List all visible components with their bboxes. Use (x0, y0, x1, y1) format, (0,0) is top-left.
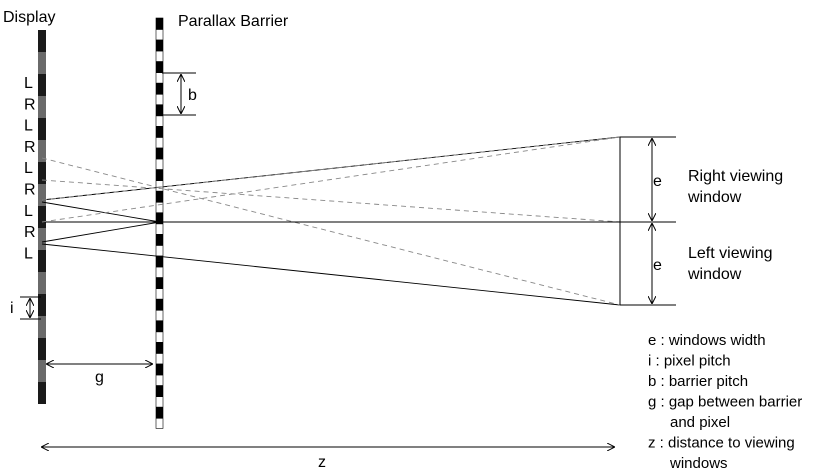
display-pixel (38, 184, 46, 206)
display-label: Display (3, 9, 55, 26)
display-pixel (38, 30, 46, 52)
display-pixel (38, 206, 46, 228)
display-pixel (38, 162, 46, 184)
e-top-label: e (653, 173, 662, 190)
barrier-slit-block (156, 104, 163, 117)
pixel-label: R (24, 182, 36, 199)
barrier-slit-block (156, 255, 163, 268)
barrier-slit-block (156, 147, 163, 160)
barrier-pitch-dimension (162, 72, 196, 116)
display-pixel (38, 52, 46, 74)
viewing-windows (160, 136, 676, 306)
barrier-slit-block (156, 363, 163, 376)
barrier-slit-block (156, 298, 163, 311)
legend-entry: b : barrier pitch (648, 373, 748, 390)
pixel-label: L (24, 245, 33, 262)
legend-entry: z : distance to viewing (648, 435, 795, 452)
pixel-label: L (24, 118, 33, 135)
pixel-label: L (24, 75, 33, 92)
legend-entry-continuation: and pixel (670, 414, 730, 431)
ray-solid-2 (41, 243, 621, 306)
left-window-label-line2: window (687, 266, 742, 283)
barrier-slit-block (156, 61, 163, 73)
barrier-slit-block (156, 277, 163, 289)
pixel-label: L (24, 160, 33, 177)
parallax-barrier-column (155, 17, 164, 429)
legend: e : windows width i : pixel pitch b : barr… (648, 332, 802, 472)
barrier-slit-block (156, 385, 163, 397)
i-label: i (10, 300, 14, 317)
display-pixel (38, 140, 46, 162)
barrier-slit-block (156, 342, 163, 354)
pixel-pitch-dimension (20, 296, 41, 320)
g-label: g (95, 369, 104, 386)
barrier-label: Parallax Barrier (178, 13, 289, 30)
pixel-label: R (24, 96, 36, 113)
right-window-label-line1: Right viewing (688, 168, 783, 185)
z-label: z (318, 454, 326, 471)
b-label: b (188, 87, 197, 104)
barrier-slit-block (156, 320, 163, 333)
ray-dashed-1 (41, 157, 621, 306)
display-pixel (38, 316, 46, 338)
display-pixel (38, 96, 46, 118)
barrier-slit-block (156, 18, 163, 30)
left-window-label-line1: Left viewing (688, 245, 773, 262)
ray-solid-4 (41, 201, 161, 223)
barrier-slit-block (156, 406, 163, 419)
pixel-label: R (24, 224, 36, 241)
pixel-label: R (24, 139, 36, 156)
pixel-label: L (24, 203, 33, 220)
right-window-label-line2: window (687, 189, 742, 206)
display-pixel (38, 360, 46, 382)
legend-entry: i : pixel pitch (648, 353, 731, 370)
legend-entry-continuation: windows (669, 455, 728, 472)
barrier-slit-block (156, 169, 163, 181)
barrier-slit-block (156, 212, 163, 225)
display-pixel (38, 272, 46, 294)
legend-entry: e : windows width (648, 332, 766, 349)
display-pixel (38, 382, 46, 404)
barrier-slit-block (156, 39, 163, 52)
barrier-slit-block (156, 126, 163, 138)
display-pixel (38, 118, 46, 140)
display-pixel (38, 250, 46, 272)
barrier-slit-block (156, 82, 163, 95)
legend-entry: g : gap between barrier (648, 394, 802, 411)
display-pixel (38, 338, 46, 360)
ray-dashed-2 (41, 179, 621, 223)
e-bottom-label: e (653, 257, 662, 274)
barrier-slit-block (156, 190, 163, 203)
ray-dashed-4 (41, 136, 621, 223)
display-pixel-column (38, 30, 46, 404)
barrier-slit-block (156, 234, 163, 246)
display-pixel (38, 74, 46, 96)
display-pixel (38, 228, 46, 250)
ray-dashed-3 (41, 136, 621, 201)
light-rays (41, 136, 621, 306)
ray-solid-5 (41, 221, 161, 243)
display-pixel (38, 294, 46, 316)
